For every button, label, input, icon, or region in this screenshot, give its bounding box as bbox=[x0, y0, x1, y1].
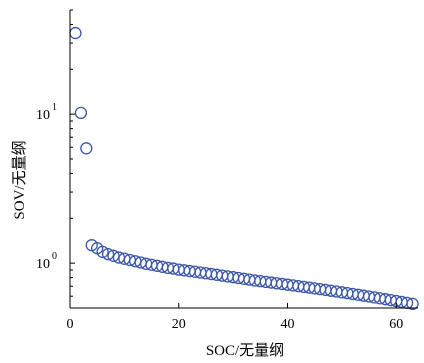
data-point bbox=[96, 245, 109, 259]
data-point bbox=[406, 297, 419, 311]
y-tick-exponent: 1 bbox=[52, 102, 57, 113]
x-tick-label: 20 bbox=[172, 317, 186, 332]
y-tick-label: 10 bbox=[36, 108, 50, 123]
data-point bbox=[80, 142, 93, 155]
plot-area bbox=[69, 26, 419, 311]
x-tick-label: 0 bbox=[67, 317, 74, 332]
x-axis-title: SOC/无量纲 bbox=[206, 342, 284, 359]
x-tick-label: 40 bbox=[281, 317, 295, 332]
y-tick-exponent: 0 bbox=[52, 251, 57, 262]
data-point bbox=[101, 247, 115, 261]
y-axis-title: SOV/无量纲 bbox=[11, 140, 28, 219]
data-point bbox=[74, 106, 88, 120]
y-tick-label: 10 bbox=[36, 257, 50, 272]
x-tick-label: 60 bbox=[389, 317, 403, 332]
data-point bbox=[69, 26, 82, 40]
